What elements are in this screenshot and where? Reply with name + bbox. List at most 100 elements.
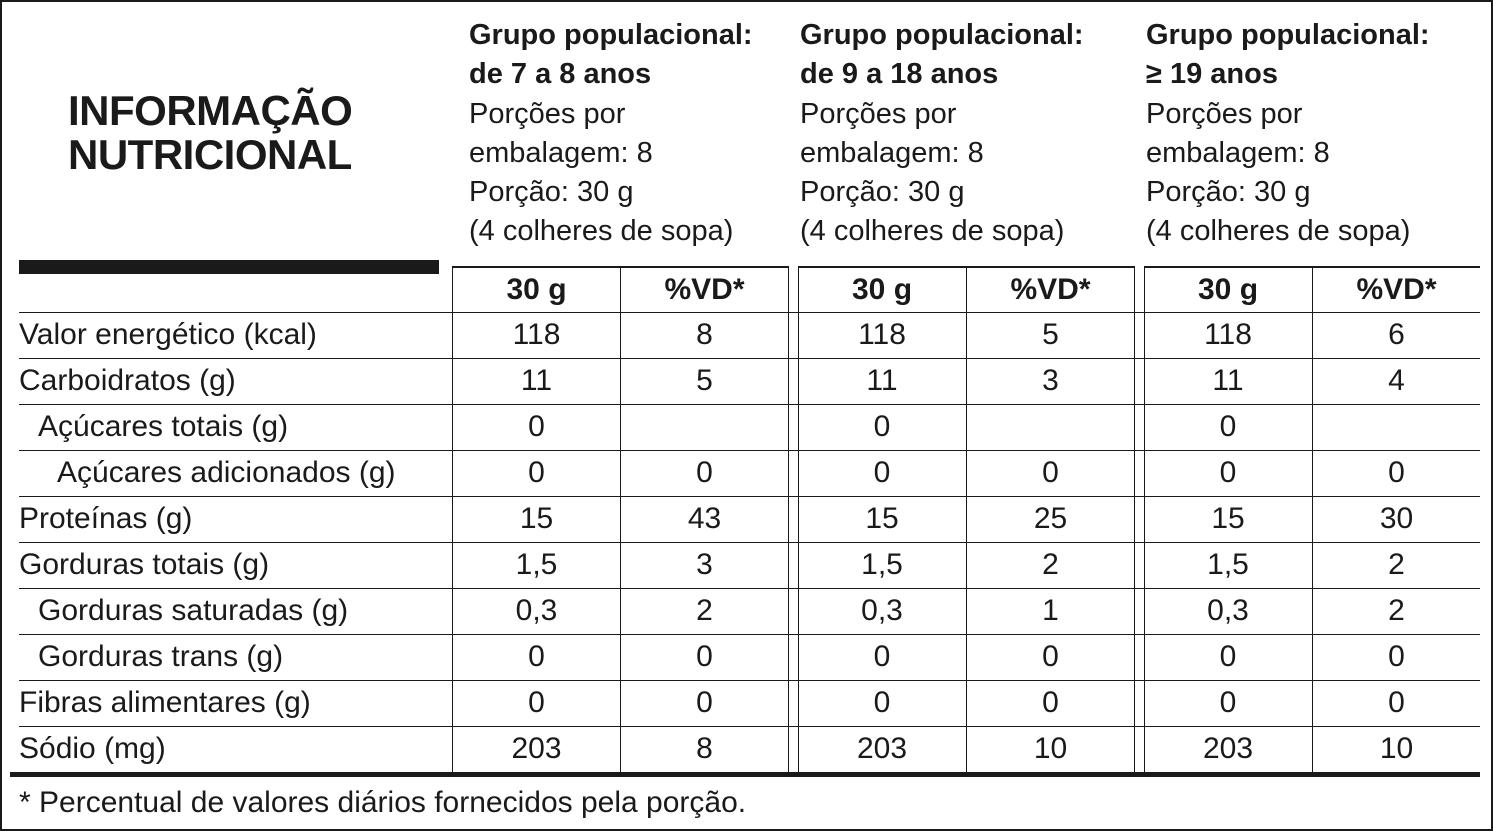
value-cell: 10 — [1033, 732, 1068, 765]
row-rule — [19, 450, 1480, 451]
column-header-amount: 30 g — [1197, 273, 1259, 306]
value-cell: 0 — [873, 640, 891, 673]
value-cell: 0 — [1042, 456, 1059, 489]
value-cell: 25 — [1033, 502, 1068, 535]
value-cell: 2 — [1388, 548, 1405, 581]
group-name: Grupo populacional: — [1146, 19, 1430, 51]
servings-count: embalagem: 8 — [469, 136, 653, 169]
nutrient-label: Proteínas (g) — [19, 502, 193, 535]
value-cell: 203 — [856, 732, 908, 765]
portion-household-measure: (4 colheres de sopa) — [800, 215, 1065, 248]
row-rule — [19, 588, 1480, 589]
column-divider — [788, 266, 789, 772]
value-cell: 1 — [1042, 594, 1059, 627]
nutrient-label: Gorduras trans (g) — [38, 640, 284, 673]
group-header-1: Grupo populacional: de 7 a 8 anos Porçõe… — [469, 16, 753, 252]
value-cell: 15 — [519, 502, 554, 535]
bottom-rule — [10, 772, 1480, 777]
portion-size: Porção: 30 g — [469, 176, 634, 209]
value-cell: 0 — [873, 410, 891, 443]
value-cell: 3 — [696, 548, 713, 581]
value-cell: 1,5 — [861, 548, 903, 581]
group-age-range: de 9 a 18 anos — [800, 58, 999, 91]
row-rule — [19, 358, 1480, 359]
value-cell: 0 — [873, 456, 891, 489]
value-cell: 2 — [1388, 594, 1405, 627]
column-divider — [1134, 266, 1135, 772]
value-cell: 0 — [873, 686, 891, 719]
value-cell: 0,3 — [515, 594, 558, 627]
row-rule — [19, 496, 1480, 497]
value-cell: 118 — [512, 318, 561, 351]
nutrient-label: Sódio (mg) — [19, 732, 166, 765]
value-cell: 0 — [528, 456, 545, 489]
column-header-vd: %VD* — [664, 273, 745, 306]
value-cell: 0,3 — [861, 594, 903, 627]
column-divider — [1144, 266, 1145, 772]
group-age-range: de 7 a 8 anos — [469, 58, 652, 91]
group-name: Grupo populacional: — [469, 19, 753, 51]
group-header-3: Grupo populacional: ≥ 19 anos Porções po… — [1146, 16, 1430, 252]
nutrient-label: Gorduras totais (g) — [19, 548, 270, 581]
value-cell: 0 — [1219, 686, 1237, 719]
column-divider — [798, 266, 799, 772]
label-title-line-1: INFORMAÇÃO — [68, 87, 353, 134]
value-cell — [967, 404, 1134, 450]
value-cell: 0 — [1219, 640, 1237, 673]
row-rule — [19, 726, 1480, 727]
value-cell: 1,5 — [1207, 548, 1249, 581]
value-cell: 2 — [696, 594, 713, 627]
value-cell: 30 — [1379, 502, 1414, 535]
value-cell: 5 — [1042, 318, 1059, 351]
nutrient-label: Açúcares totais (g) — [38, 410, 289, 443]
servings-per-package: Porções por — [1146, 97, 1303, 130]
row-rule — [19, 680, 1480, 681]
row-rule — [19, 542, 1480, 543]
value-cell: 203 — [1202, 732, 1254, 765]
value-cell: 11 — [866, 364, 898, 397]
footnote: * Percentual de valores diários fornecid… — [19, 786, 747, 819]
value-cell: 5 — [696, 364, 713, 397]
label-title-line-2: NUTRICIONAL — [68, 131, 352, 178]
nutrient-label: Carboidratos (g) — [19, 364, 236, 397]
nutrient-label: Fibras alimentares (g) — [19, 686, 311, 719]
column-header-vd: %VD* — [1356, 273, 1437, 306]
value-cell: 0 — [1388, 640, 1405, 673]
column-header-vd: %VD* — [1010, 273, 1091, 306]
value-cell: 8 — [696, 732, 713, 765]
column-header-amount: 30 g — [506, 273, 567, 306]
value-cell — [1313, 404, 1480, 450]
column-divider — [1312, 266, 1313, 772]
value-cell: 118 — [858, 318, 906, 351]
column-divider — [620, 266, 621, 772]
value-cell: 4 — [1388, 364, 1405, 397]
value-cell: 0,3 — [1207, 594, 1249, 627]
nutrient-label: Valor energético (kcal) — [19, 318, 317, 351]
value-cell: 0 — [696, 456, 713, 489]
value-cell: 15 — [865, 502, 899, 535]
servings-per-package: Porções por — [800, 97, 957, 130]
value-cell: 0 — [1388, 686, 1405, 719]
value-cell: 2 — [1042, 548, 1059, 581]
value-cell: 118 — [1204, 318, 1252, 351]
portion-size: Porção: 30 g — [800, 176, 965, 209]
value-cell: 3 — [1042, 364, 1059, 397]
portion-size: Porção: 30 g — [1146, 176, 1311, 209]
value-cell: 0 — [1042, 640, 1059, 673]
value-cell: 1,5 — [515, 548, 558, 581]
row-rule — [19, 312, 1480, 313]
column-header-amount: 30 g — [851, 273, 913, 306]
group-age-range: ≥ 19 anos — [1146, 58, 1278, 91]
value-cell — [621, 404, 788, 450]
value-cell: 8 — [696, 318, 713, 351]
value-cell: 43 — [687, 502, 722, 535]
value-cell: 0 — [528, 686, 545, 719]
column-divider — [966, 266, 967, 772]
column-divider — [452, 266, 453, 772]
value-cell: 11 — [1212, 364, 1244, 397]
servings-per-package: Porções por — [469, 97, 626, 130]
title-rule — [19, 260, 439, 274]
value-cell: 0 — [528, 640, 545, 673]
row-rule — [19, 404, 1480, 405]
